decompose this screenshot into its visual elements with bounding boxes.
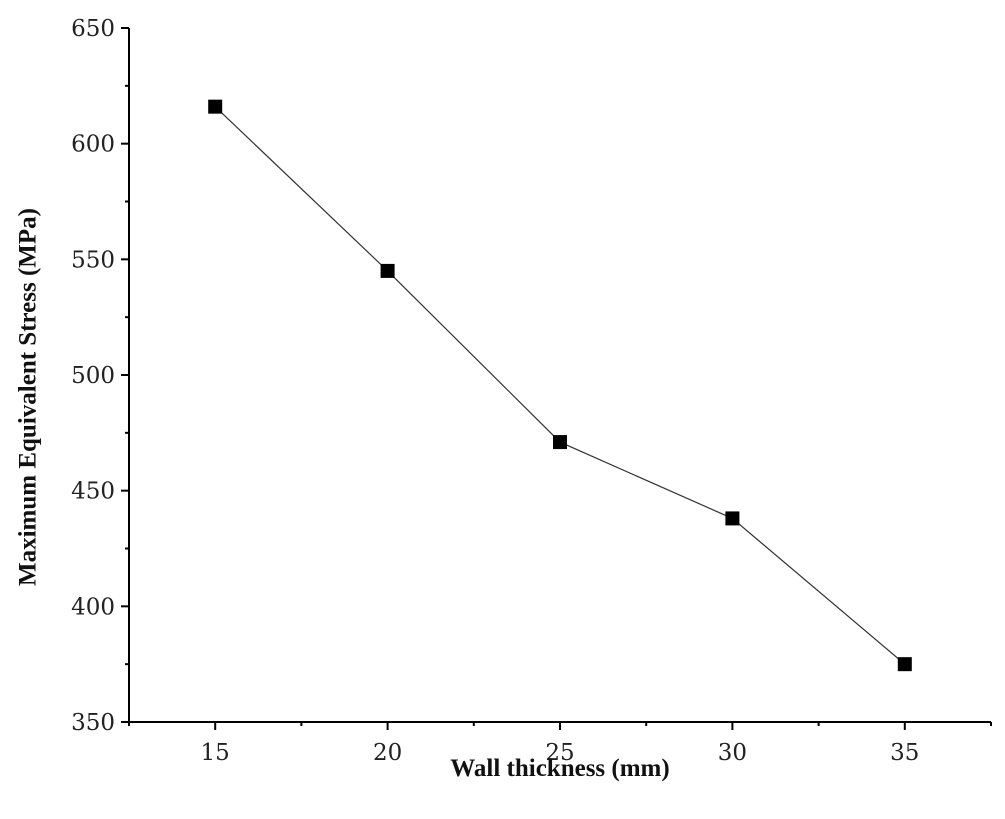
x-tick-label: 15 (201, 740, 230, 766)
data-point-marker (208, 99, 223, 114)
x-tick-label: 20 (373, 740, 402, 766)
x-ticks: 15 20 25 30 35 (128, 722, 992, 766)
x-tick-label: 25 (545, 740, 574, 766)
y-ticks: 350 400 450 500 550 600 650 (71, 16, 129, 736)
y-tick-label: 650 (71, 16, 115, 42)
x-tick-label: 30 (718, 740, 747, 766)
y-tick-label: 400 (71, 594, 115, 620)
data-point-marker (553, 435, 567, 450)
axes (128, 28, 991, 723)
y-tick-label: 500 (71, 363, 115, 389)
x-tick-label: 35 (890, 740, 919, 766)
data-point-marker (725, 511, 740, 526)
data-point-marker (897, 657, 912, 672)
x-axis-title: Wall thickness (mm) (450, 755, 669, 782)
series-group (208, 99, 912, 672)
series-line (214, 106, 906, 665)
y-tick-label: 550 (71, 247, 115, 273)
data-point-marker (380, 263, 395, 278)
y-tick-label: 600 (71, 132, 115, 158)
y-axis-title: Maximum Equivalent Stress (MPa) (15, 208, 42, 586)
y-tick-label: 350 (71, 710, 115, 736)
y-tick-label: 450 (71, 479, 115, 505)
